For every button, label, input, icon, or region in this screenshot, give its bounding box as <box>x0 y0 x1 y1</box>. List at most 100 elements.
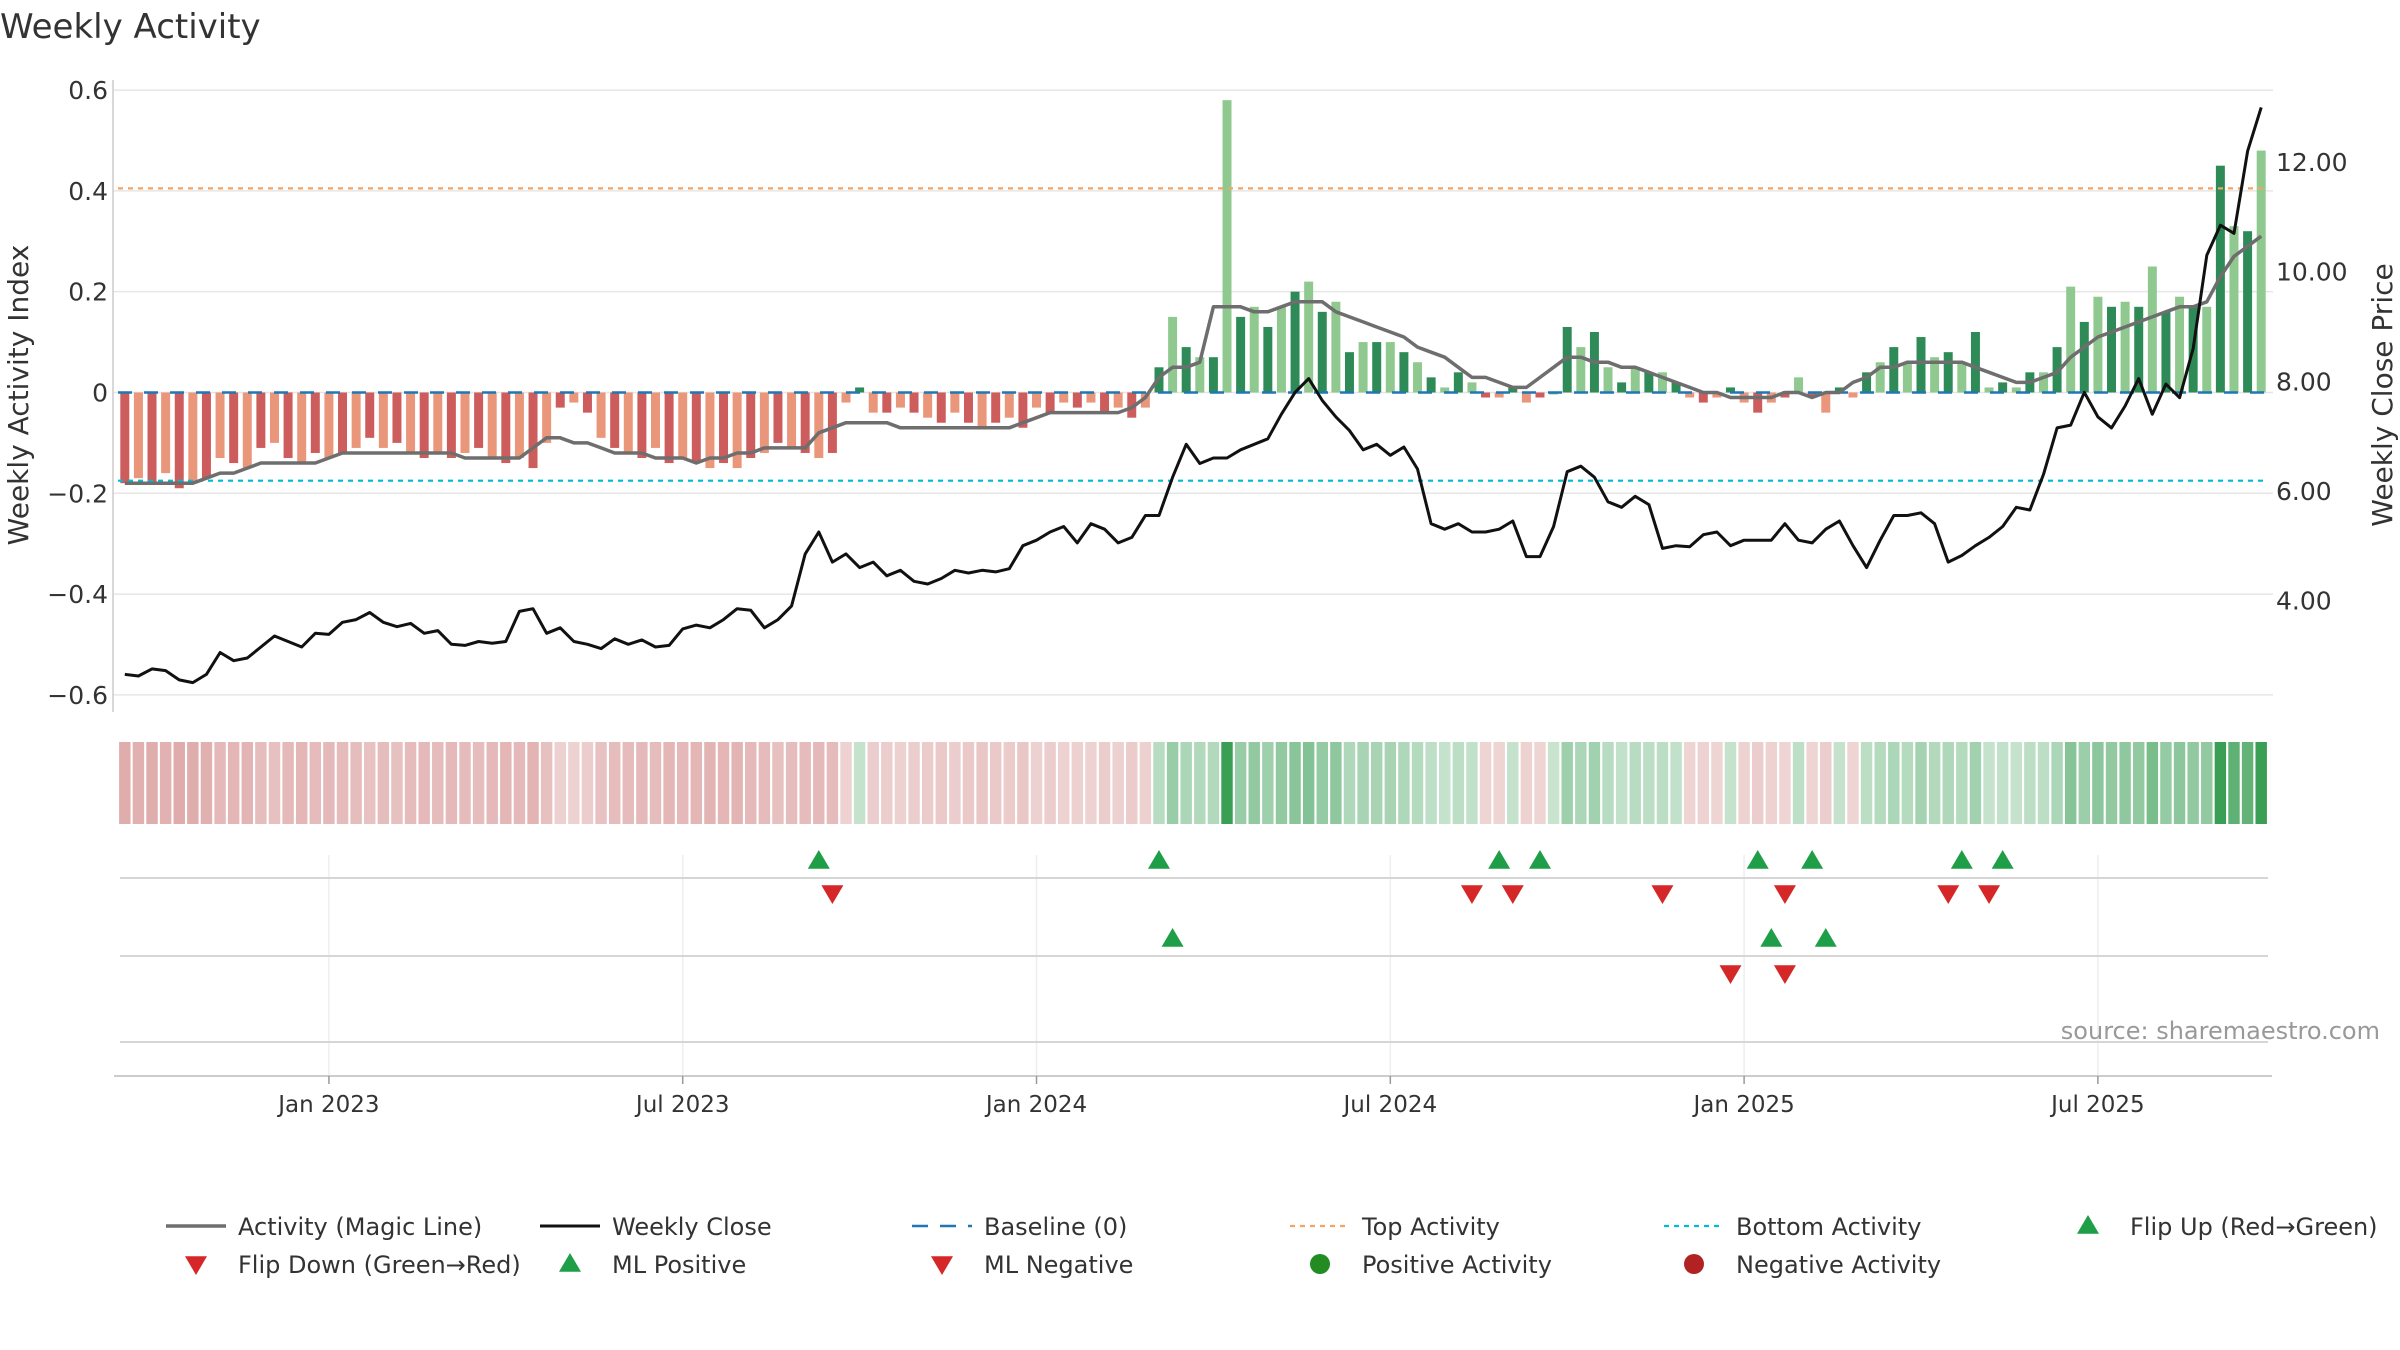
activity-bar <box>1821 392 1831 413</box>
y-tick-label-right: 10.00 <box>2276 258 2348 287</box>
heat-strip-cell <box>976 742 988 824</box>
heat-strip-cell <box>1575 742 1587 824</box>
activity-bar <box>1657 372 1667 393</box>
heat-strip-cell <box>486 742 498 824</box>
heat-strip-cell <box>350 742 362 824</box>
heat-strip-cell <box>1833 742 1846 824</box>
heat-strip-cell <box>391 742 403 824</box>
activity-bar <box>637 392 647 458</box>
activity-bar <box>1902 362 1912 393</box>
heat-strip-cell <box>813 742 825 824</box>
heat-strip-cell <box>1030 742 1043 824</box>
activity-bar <box>1100 392 1110 413</box>
heat-strip-cell <box>1466 742 1478 824</box>
heat-strip-cell <box>2228 742 2240 824</box>
heat-strip-cell <box>1643 742 1655 824</box>
activity-bar <box>1535 392 1545 398</box>
y-tick-label-left: −0.4 <box>47 580 108 609</box>
legend-label: Positive Activity <box>1362 1251 1552 1279</box>
x-tick-label: Jul 2025 <box>2049 1092 2145 1118</box>
activity-bar <box>1263 326 1273 393</box>
heat-strip-cell <box>962 742 975 824</box>
heat-strip-cell <box>1452 742 1465 824</box>
heat-strip-cell <box>1221 742 1233 824</box>
activity-bar <box>800 392 810 453</box>
activity-bar <box>1644 372 1654 393</box>
y-tick-label-left: 0.2 <box>68 278 108 307</box>
activity-bar <box>1726 387 1735 393</box>
flip-down-marker <box>1978 885 2001 904</box>
heat-strip-cell <box>717 742 730 824</box>
heat-strip-cell <box>799 742 811 824</box>
activity-bar <box>2011 387 2021 393</box>
legend-label: Negative Activity <box>1736 1251 1941 1279</box>
activity-bar <box>1930 357 1940 393</box>
heat-strip-cell <box>1439 742 1451 824</box>
activity-bar <box>1290 291 1300 393</box>
activity-bar <box>664 392 674 464</box>
heat-strip-cell <box>1411 742 1424 824</box>
y-tick-label-right: 6.00 <box>2276 477 2332 506</box>
activity-bar <box>963 392 973 423</box>
x-tick-label: Jan 2024 <box>984 1092 1087 1118</box>
heat-strip-cell <box>472 742 485 824</box>
y-tick-label-left: 0.4 <box>68 177 108 206</box>
heat-strip-cell <box>187 742 199 824</box>
legend-label: Flip Down (Green→Red) <box>238 1251 521 1279</box>
activity-bar <box>1807 392 1817 398</box>
heat-strip-cell <box>214 742 226 824</box>
activity-bar <box>1304 281 1314 393</box>
activity-bar <box>120 392 130 484</box>
heat-strip-cell <box>500 742 512 824</box>
heat-strip-cell <box>540 742 553 824</box>
heat-strip-cell <box>1969 742 1982 824</box>
heat-strip-cell <box>227 742 240 824</box>
activity-bar <box>514 392 524 458</box>
flip-down-marker <box>821 885 844 904</box>
heat-strip-cell <box>2024 742 2036 824</box>
heat-strip-cell <box>1629 742 1641 824</box>
heat-strip-cell <box>908 742 920 824</box>
legend-label: Activity (Magic Line) <box>238 1213 482 1241</box>
y-tick-label-left: −0.6 <box>47 681 108 710</box>
legend-item-positive-activity: Positive Activity <box>1310 1251 1552 1279</box>
activity-bar <box>501 392 511 464</box>
heat-strip-cell <box>867 742 879 824</box>
heat-strip-cell <box>1398 742 1410 824</box>
activity-bar <box>827 392 837 453</box>
heat-strip-cell <box>1302 742 1315 824</box>
activity-bar <box>1344 352 1354 393</box>
legend-item-magic-line: Activity (Magic Line) <box>166 1213 482 1241</box>
heat-strip-cell <box>772 742 784 824</box>
legend-swatch <box>2077 1215 2099 1234</box>
activity-bar <box>256 392 266 448</box>
ml-positive-marker <box>1760 928 1783 947</box>
heat-strip-cell <box>200 742 213 824</box>
activity-bar <box>569 392 579 403</box>
activity-bar <box>1358 342 1368 393</box>
activity-bar <box>406 392 416 453</box>
activity-bar <box>1467 382 1477 393</box>
heat-strip-cell <box>527 742 539 824</box>
heat-strip-cell <box>1044 742 1056 824</box>
heat-strip-cell <box>1711 742 1723 824</box>
heat-strip-cell <box>1262 742 1274 824</box>
activity-bar <box>1004 392 1014 418</box>
activity-bar <box>719 392 729 464</box>
activity-bar <box>215 392 225 458</box>
heat-strip-cell <box>568 742 580 824</box>
heat-strip-cell <box>377 742 390 824</box>
activity-bar <box>1440 387 1450 393</box>
heat-strip-cell <box>663 742 675 824</box>
heat-strip-cell <box>1602 742 1614 824</box>
ml-negative-marker <box>1719 965 1742 984</box>
ml-positive-marker <box>1814 928 1837 947</box>
activity-bar <box>1521 392 1531 403</box>
activity-bar <box>2107 306 2117 393</box>
activity-bar <box>201 392 211 479</box>
activity-bar <box>1562 326 1572 393</box>
legend-swatch <box>185 1256 207 1275</box>
y-tick-label-right: 8.00 <box>2276 367 2332 396</box>
heat-strip-cell <box>1166 742 1179 824</box>
